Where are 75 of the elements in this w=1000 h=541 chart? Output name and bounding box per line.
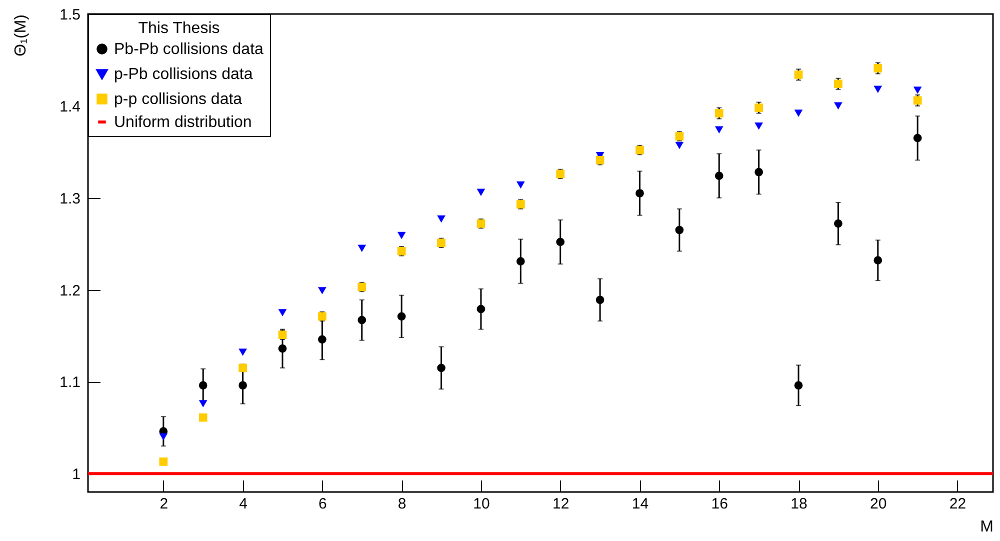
- y-tick-label: 1.5: [60, 6, 80, 24]
- legend-label: p-Pb collisions data: [114, 66, 253, 83]
- point: [397, 246, 406, 256]
- point: [516, 181, 525, 189]
- point: [278, 344, 287, 353]
- point: [874, 86, 882, 93]
- x-tick-label: 10: [473, 496, 490, 512]
- point: [834, 102, 842, 110]
- y-tick-label: 1.3: [60, 190, 80, 208]
- point: [913, 134, 922, 142]
- point: [437, 364, 446, 372]
- point: [159, 433, 168, 440]
- point: [675, 132, 684, 140]
- point: [318, 287, 326, 294]
- x-tick-label: 14: [632, 496, 649, 512]
- point: [754, 122, 763, 130]
- x-tick-label: 2: [160, 496, 168, 512]
- legend-label: p-p collisions data: [114, 91, 242, 108]
- point: [794, 110, 803, 117]
- point: [278, 309, 287, 316]
- x-tick-label: 4: [239, 496, 248, 512]
- y-axis-title: Θ₁(M): [12, 14, 30, 56]
- point: [714, 109, 724, 118]
- y-tick-label: 1.1: [60, 374, 80, 392]
- x-tick-label: 20: [870, 496, 887, 512]
- point: [358, 282, 366, 292]
- point: [794, 381, 803, 390]
- x-tick-label: 22: [949, 496, 966, 512]
- y-tick-label: 1.2: [60, 282, 80, 300]
- point: [714, 126, 724, 134]
- point: [516, 257, 525, 266]
- point: [198, 413, 208, 422]
- legend-title: This Thesis: [138, 20, 220, 37]
- x-tick-label: 8: [398, 496, 406, 512]
- point: [556, 170, 565, 178]
- point: [913, 96, 922, 105]
- point: [238, 381, 247, 390]
- point: [198, 381, 208, 390]
- point: [834, 219, 842, 228]
- point: [596, 156, 604, 164]
- point: [874, 64, 882, 72]
- point: [675, 226, 684, 234]
- point: [476, 188, 486, 196]
- point: [159, 457, 168, 466]
- point: [476, 304, 486, 314]
- x-tick-label: 12: [552, 496, 570, 512]
- x-tick-label: 18: [790, 496, 808, 512]
- point: [675, 142, 684, 150]
- point: [834, 80, 842, 88]
- y-tick-label: 1: [72, 466, 80, 484]
- point: [318, 335, 326, 344]
- point: [397, 232, 406, 240]
- point: [516, 200, 525, 208]
- point: [358, 244, 366, 252]
- point: [596, 296, 604, 304]
- x-tick-label: 6: [318, 496, 327, 512]
- point: [556, 238, 565, 246]
- point: [874, 256, 882, 265]
- point: [476, 219, 486, 228]
- point: [198, 400, 208, 408]
- point: [794, 70, 803, 79]
- point: [714, 172, 724, 180]
- legend-label: Pb-Pb collisions data: [114, 41, 264, 58]
- point: [358, 316, 366, 324]
- legend-label: Uniform distribution: [114, 114, 252, 131]
- point: [437, 215, 446, 223]
- x-axis-title: M: [980, 518, 994, 536]
- point: [397, 312, 406, 321]
- point: [913, 86, 922, 94]
- y-tick-label: 1.4: [60, 98, 80, 116]
- point: [238, 348, 247, 356]
- point: [754, 168, 763, 176]
- point: [754, 104, 763, 112]
- point: [636, 189, 644, 198]
- x-tick-label: 16: [711, 496, 728, 512]
